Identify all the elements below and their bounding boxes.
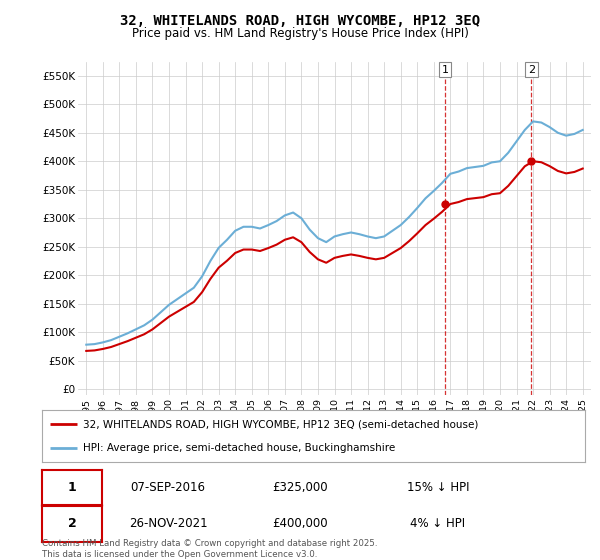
Text: £325,000: £325,000 <box>272 480 328 494</box>
Text: 26-NOV-2021: 26-NOV-2021 <box>128 517 208 530</box>
Text: 15% ↓ HPI: 15% ↓ HPI <box>407 480 469 494</box>
Text: £400,000: £400,000 <box>272 517 328 530</box>
Text: 2: 2 <box>528 65 535 74</box>
Text: 07-SEP-2016: 07-SEP-2016 <box>131 480 206 494</box>
Text: 1: 1 <box>442 65 448 74</box>
Text: Price paid vs. HM Land Registry's House Price Index (HPI): Price paid vs. HM Land Registry's House … <box>131 27 469 40</box>
Text: 32, WHITELANDS ROAD, HIGH WYCOMBE, HP12 3EQ: 32, WHITELANDS ROAD, HIGH WYCOMBE, HP12 … <box>120 14 480 28</box>
Text: Contains HM Land Registry data © Crown copyright and database right 2025.
This d: Contains HM Land Registry data © Crown c… <box>42 539 377 559</box>
Text: HPI: Average price, semi-detached house, Buckinghamshire: HPI: Average price, semi-detached house,… <box>83 443 395 453</box>
Text: 1: 1 <box>68 481 76 494</box>
Text: 4% ↓ HPI: 4% ↓ HPI <box>410 517 466 530</box>
Text: 32, WHITELANDS ROAD, HIGH WYCOMBE, HP12 3EQ (semi-detached house): 32, WHITELANDS ROAD, HIGH WYCOMBE, HP12 … <box>83 419 478 430</box>
Text: 2: 2 <box>68 517 76 530</box>
